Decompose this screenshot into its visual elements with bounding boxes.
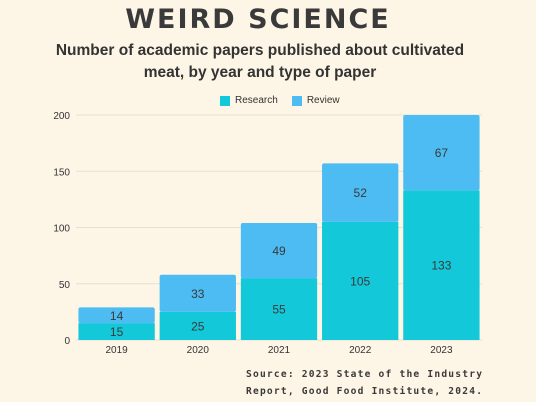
bar-review-2022 xyxy=(322,163,399,222)
y-tick-label: 0 xyxy=(64,336,70,347)
source-note: Source: 2023 State of the Industry Repor… xyxy=(246,366,483,400)
data-label-review-2023: 67 xyxy=(435,146,449,160)
legend-item-research: Research xyxy=(220,95,278,106)
chart-title: WEIRD SCIENCE xyxy=(125,4,391,35)
legend-swatch-research xyxy=(220,95,230,106)
y-tick-label: 150 xyxy=(53,167,70,178)
source-line-2: Report, Good Food Institute, 2024. xyxy=(246,386,484,397)
x-tick-label: 2021 xyxy=(268,345,291,356)
bar-research-2023 xyxy=(403,190,480,340)
data-label-review-2022: 52 xyxy=(354,186,368,200)
y-tick-label: 200 xyxy=(53,111,70,122)
bar-review-2020 xyxy=(159,274,236,312)
bar-review-2023 xyxy=(403,115,480,191)
data-label-review-2021: 49 xyxy=(272,244,286,258)
bar-review-2021 xyxy=(240,223,318,279)
legend-item-review: Review xyxy=(291,95,340,106)
chart-subtitle: Number of academic papers published abou… xyxy=(55,42,465,81)
legend-label-research: Research xyxy=(235,95,278,106)
x-tick-label: 2022 xyxy=(349,345,372,356)
legend: Research Review xyxy=(220,95,354,106)
x-tick-label: 2019 xyxy=(105,345,128,356)
legend-label-review: Review xyxy=(306,95,340,106)
legend-swatch-review xyxy=(291,95,302,106)
data-label-research-2023: 133 xyxy=(431,259,451,273)
y-tick-label: 100 xyxy=(53,224,70,235)
data-label-research-2020: 25 xyxy=(191,319,205,333)
bar-research-2021 xyxy=(240,278,318,340)
x-tick-label: 2023 xyxy=(430,345,453,356)
data-label-review-2019: 14 xyxy=(110,309,124,323)
data-label-research-2022: 105 xyxy=(350,274,370,288)
bar-research-2020 xyxy=(159,311,236,340)
x-tick-label: 2020 xyxy=(187,345,210,356)
source-line-1: Source: 2023 State of the Industry xyxy=(246,369,484,380)
bar-research-2022 xyxy=(322,221,399,340)
bar-review-2019 xyxy=(78,307,155,324)
bar-research-2019 xyxy=(78,323,155,340)
data-label-review-2020: 33 xyxy=(191,287,205,301)
data-label-research-2021: 55 xyxy=(272,303,286,317)
y-tick-label: 50 xyxy=(59,280,71,291)
data-label-research-2019: 15 xyxy=(110,325,124,339)
